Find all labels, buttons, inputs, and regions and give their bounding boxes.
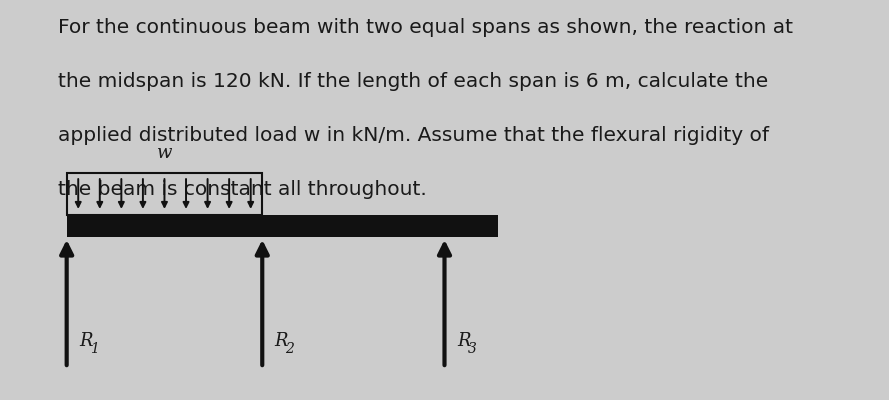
Text: 3: 3 bbox=[468, 342, 477, 356]
Text: For the continuous beam with two equal spans as shown, the reaction at: For the continuous beam with two equal s… bbox=[58, 18, 793, 37]
Bar bbox=[67, 215, 498, 237]
Text: the beam is constant all throughout.: the beam is constant all throughout. bbox=[58, 180, 427, 199]
Text: applied distributed load w in kN/m. Assume that the flexural rigidity of: applied distributed load w in kN/m. Assu… bbox=[58, 126, 769, 145]
Text: 1: 1 bbox=[90, 342, 99, 356]
Text: R: R bbox=[79, 332, 92, 350]
Text: the midspan is 120 kN. If the length of each span is 6 m, calculate the: the midspan is 120 kN. If the length of … bbox=[58, 72, 768, 91]
Text: R: R bbox=[275, 332, 288, 350]
Text: R: R bbox=[457, 332, 470, 350]
Bar bbox=[67, 173, 262, 215]
Text: 2: 2 bbox=[285, 342, 294, 356]
Text: w: w bbox=[156, 144, 172, 162]
